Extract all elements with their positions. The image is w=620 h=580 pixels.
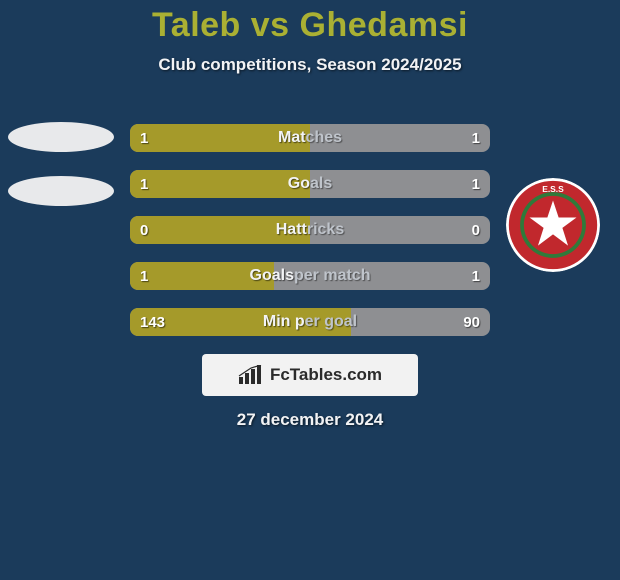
comparison-card: Taleb vs Ghedamsi Club competitions, Sea… [0,0,620,580]
club-crest-icon: E.S.S [506,178,600,272]
stat-row: 11Goals [130,170,490,198]
stat-row: 11Matches [130,124,490,152]
brand-box[interactable]: FcTables.com [202,354,418,396]
bar-chart-icon [238,365,264,385]
title-player-left: Taleb [152,6,241,44]
stat-label: Matches [130,124,490,152]
right-club-badge: E.S.S [506,178,600,272]
stat-row: 14390Min per goal [130,308,490,336]
stat-row: 00Hattricks [130,216,490,244]
brand-text: FcTables.com [270,365,382,385]
stat-bars: 11Matches 11Goals 00Hattricks 11Goals per m… [130,124,490,354]
stat-label: Goals [130,170,490,198]
title-vs: vs [241,6,300,44]
player-placeholder-oval [8,122,114,152]
page-title: Taleb vs Ghedamsi [0,6,620,45]
player-placeholder-oval [8,176,114,206]
title-player-right: Ghedamsi [300,6,468,44]
subtitle: Club competitions, Season 2024/2025 [0,55,620,75]
stat-row: 11Goals per match [130,262,490,290]
stat-label: Min per goal [130,308,490,336]
stat-label: Goals per match [130,262,490,290]
crest-text: E.S.S [542,184,564,194]
stat-label: Hattricks [130,216,490,244]
footer-date: 27 december 2024 [0,410,620,430]
